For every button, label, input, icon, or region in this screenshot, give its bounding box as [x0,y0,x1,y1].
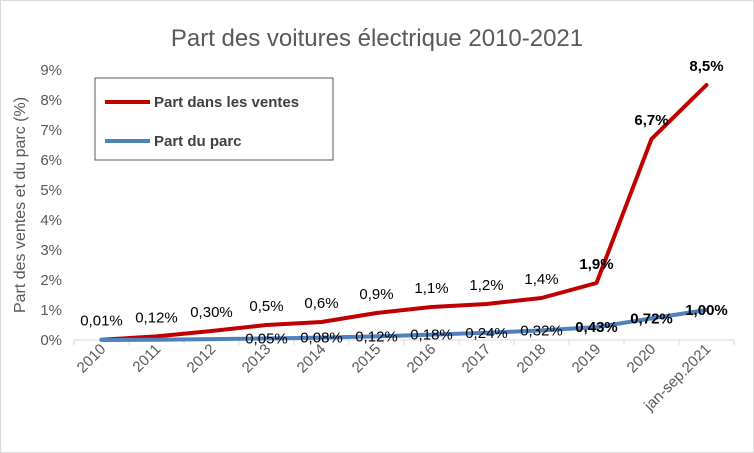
x-tick-label: 2015 [349,341,385,377]
y-tick-label: 6% [40,152,62,169]
chart-title: Part des voitures électrique 2010-2021 [171,25,583,52]
x-tick-label: 2012 [184,341,220,377]
data-label: 0,24% [465,325,508,342]
data-label: 6,7% [634,112,668,129]
y-tick-label: 2% [40,272,62,289]
legend-box [94,77,334,161]
data-label: 0,5% [249,298,283,315]
data-labels: 0,01% 0,12% 0,30% 0,5% 0,6% 0,9% 1,1% 1,2% 1,4% 1… [80,58,728,348]
x-tick-label: 2017 [459,341,495,377]
y-tick-label: 5% [40,182,62,199]
data-label: 1,1% [414,280,448,297]
legend: Part dans les ventes Part du parc [94,77,334,161]
y-tick-label: 9% [40,62,62,79]
x-tick-label: 2011 [129,341,164,376]
data-label: 0,6% [304,295,338,312]
x-tick-label: 2016 [404,341,440,377]
y-tick-label: 1% [40,302,62,319]
data-label: 0,12% [135,309,178,326]
legend-label: Part du parc [154,133,242,150]
data-label: 0,43% [575,319,618,336]
data-label: 0,72% [630,310,673,327]
series-line-2 [99,308,709,342]
data-label: 0,01% [80,313,123,330]
data-label: 1,4% [524,271,558,288]
x-tick-label: 2010 [74,341,110,377]
y-axis-label: Part des ventes et du parc (%) [12,97,29,313]
data-label: 1,9% [579,256,613,273]
data-label: 0,32% [520,322,563,339]
y-tick-label: 4% [40,212,62,229]
data-label: 0,18% [410,327,453,344]
data-label: 8,5% [689,58,723,75]
data-label: 0,9% [359,286,393,303]
data-label: 0,08% [300,330,343,347]
y-tick-label: 3% [40,242,62,259]
x-tick-label: 2018 [514,341,550,377]
y-tick-label: 0% [40,332,62,349]
x-tick-label: 2020 [624,341,660,377]
data-label: 0,30% [190,304,233,321]
series-line-1 [99,83,709,342]
x-tick-label: 2019 [569,341,605,377]
data-label: 0,05% [245,331,288,348]
y-tick-label: 7% [40,122,62,139]
data-label: 0,12% [355,328,398,345]
data-label: 1,00% [685,302,728,319]
y-tick-label: 8% [40,92,62,109]
data-label: 1,2% [469,277,503,294]
series-layer [99,83,709,342]
legend-label: Part dans les ventes [154,94,299,111]
